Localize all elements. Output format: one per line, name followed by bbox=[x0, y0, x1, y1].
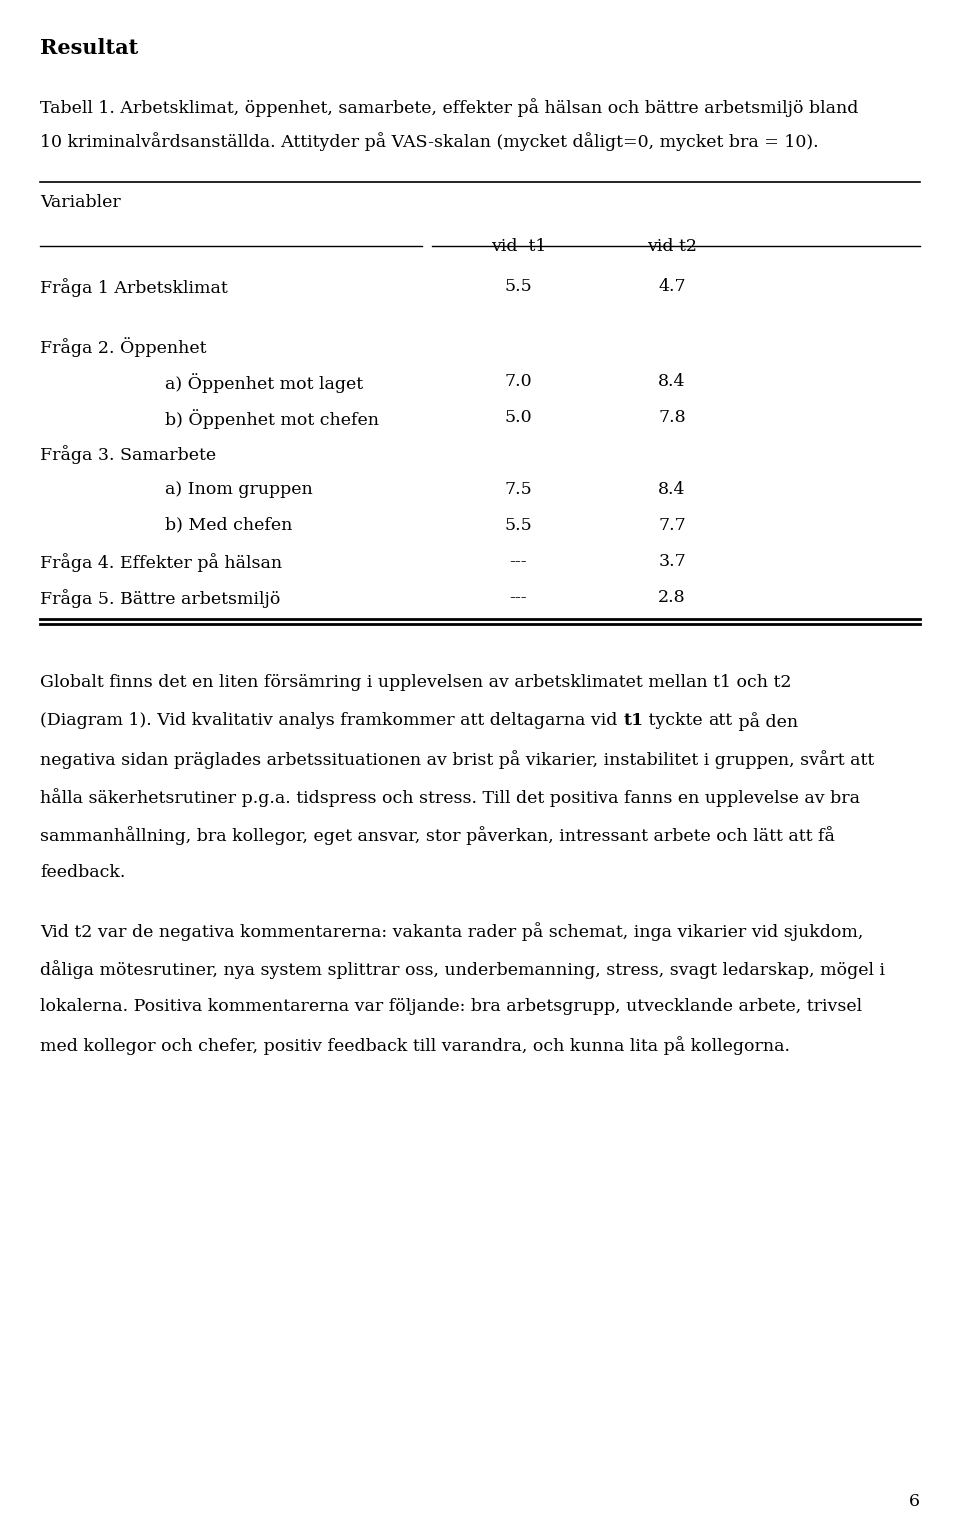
Text: a) Öppenhet mot laget: a) Öppenhet mot laget bbox=[165, 373, 363, 393]
Text: tyckte: tyckte bbox=[643, 712, 708, 729]
Text: Fråga 2. Öppenhet: Fråga 2. Öppenhet bbox=[40, 337, 206, 357]
Text: b) Öppenhet mot chefen: b) Öppenhet mot chefen bbox=[165, 409, 379, 429]
Text: t1: t1 bbox=[623, 712, 643, 729]
Text: 2.8: 2.8 bbox=[659, 589, 685, 606]
Text: 6: 6 bbox=[909, 1492, 920, 1509]
Text: att: att bbox=[708, 712, 732, 729]
Text: negativa sidan präglades arbetssituationen av brist på vikarier, instabilitet i : negativa sidan präglades arbetssituation… bbox=[40, 750, 875, 768]
Text: hålla säkerhetsrutiner p.g.a. tidspress och stress. Till det positiva fanns en u: hålla säkerhetsrutiner p.g.a. tidspress … bbox=[40, 788, 860, 807]
Text: vid t2: vid t2 bbox=[647, 238, 697, 255]
Text: Variabler: Variabler bbox=[40, 194, 121, 211]
Text: 7.5: 7.5 bbox=[505, 481, 532, 498]
Text: 8.4: 8.4 bbox=[659, 373, 685, 390]
Text: 7.8: 7.8 bbox=[659, 409, 685, 426]
Text: 4.7: 4.7 bbox=[659, 278, 685, 295]
Text: Fråga 3. Samarbete: Fråga 3. Samarbete bbox=[40, 444, 216, 464]
Text: Fråga 1 Arbetsklimat: Fråga 1 Arbetsklimat bbox=[40, 278, 228, 297]
Text: 8.4: 8.4 bbox=[659, 481, 685, 498]
Text: feedback.: feedback. bbox=[40, 864, 126, 881]
Text: Vid t2 var de negativa kommentarerna: vakanta rader på schemat, inga vikarier vi: Vid t2 var de negativa kommentarerna: va… bbox=[40, 922, 864, 941]
Text: ---: --- bbox=[510, 589, 527, 606]
Text: b) Med chefen: b) Med chefen bbox=[165, 516, 293, 533]
Text: på den: på den bbox=[732, 712, 798, 730]
Text: 5.0: 5.0 bbox=[505, 409, 532, 426]
Text: 7.0: 7.0 bbox=[505, 373, 532, 390]
Text: 7.7: 7.7 bbox=[659, 516, 685, 533]
Text: Tabell 1. Arbetsklimat, öppenhet, samarbete, effekter på hälsan och bättre arbet: Tabell 1. Arbetsklimat, öppenhet, samarb… bbox=[40, 98, 858, 117]
Text: 5.5: 5.5 bbox=[505, 278, 532, 295]
Text: med kollegor och chefer, positiv feedback till varandra, och kunna lita på kolle: med kollegor och chefer, positiv feedbac… bbox=[40, 1036, 790, 1054]
Text: sammanhållning, bra kollegor, eget ansvar, stor påverkan, intressant arbete och : sammanhållning, bra kollegor, eget ansva… bbox=[40, 825, 835, 845]
Text: 3.7: 3.7 bbox=[659, 553, 685, 570]
Text: a) Inom gruppen: a) Inom gruppen bbox=[165, 481, 313, 498]
Text: ---: --- bbox=[510, 553, 527, 570]
Text: lokalerna. Positiva kommentarerna var följande: bra arbetsgrupp, utvecklande arb: lokalerna. Positiva kommentarerna var fö… bbox=[40, 998, 862, 1014]
Text: Fråga 4. Effekter på hälsan: Fråga 4. Effekter på hälsan bbox=[40, 553, 282, 572]
Text: 5.5: 5.5 bbox=[505, 516, 532, 533]
Text: Globalt finns det en liten försämring i upplevelsen av arbetsklimatet mellan t1 : Globalt finns det en liten försämring i … bbox=[40, 673, 792, 690]
Text: (Diagram 1). Vid kvalitativ analys framkommer att deltagarna vid: (Diagram 1). Vid kvalitativ analys framk… bbox=[40, 712, 623, 729]
Text: 10 kriminalvårdsanställda. Attityder på VAS-skalan (mycket dåligt=0, mycket bra : 10 kriminalvårdsanställda. Attityder på … bbox=[40, 132, 819, 151]
Text: Fråga 5. Bättre arbetsmiljö: Fråga 5. Bättre arbetsmiljö bbox=[40, 589, 280, 607]
Text: Resultat: Resultat bbox=[40, 38, 138, 58]
Text: vid  t1: vid t1 bbox=[491, 238, 546, 255]
Text: dåliga mötesrutiner, nya system splittrar oss, underbemanning, stress, svagt led: dåliga mötesrutiner, nya system splittra… bbox=[40, 959, 885, 979]
